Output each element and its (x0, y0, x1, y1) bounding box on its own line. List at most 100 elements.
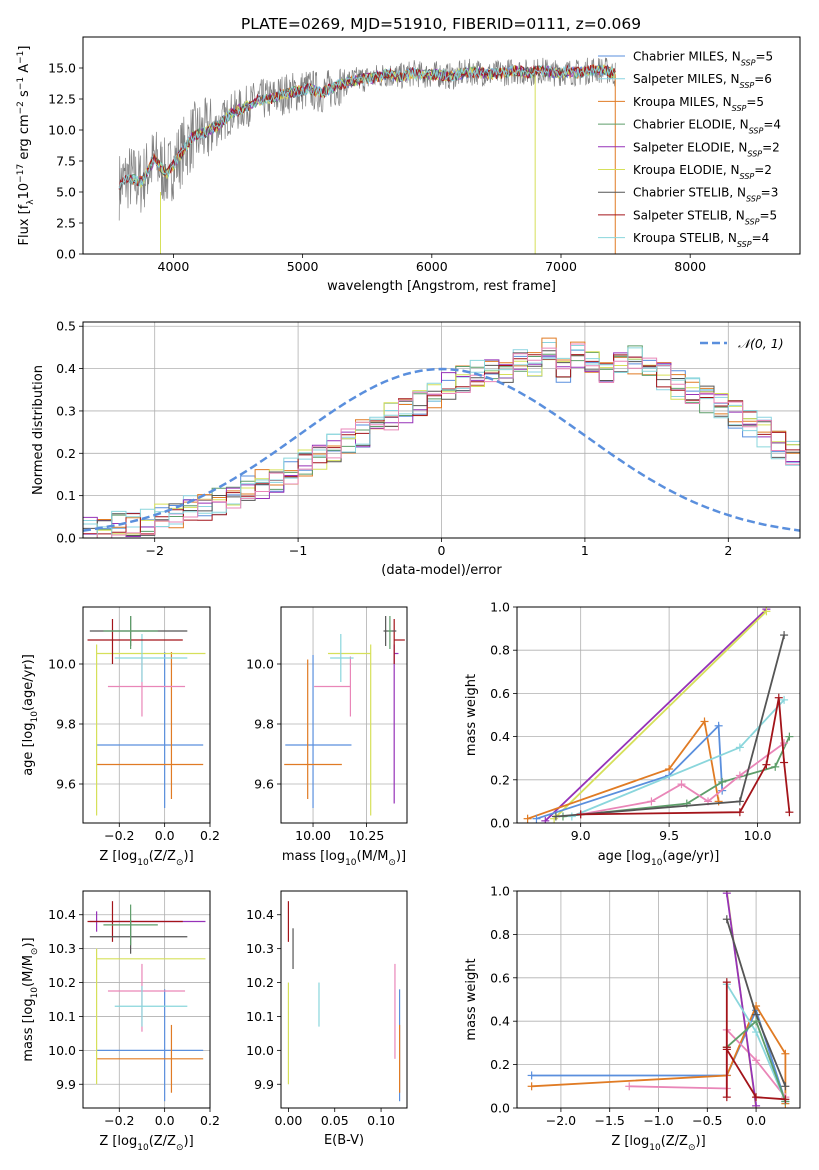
axes-age_vs_mass: 10.00 10.25 9.6 9.8 10.0 mass [log10(M/M⊙)] (246, 606, 408, 868)
x-axis-label: Z [log10(Z/Z⊙)] (99, 1134, 193, 1153)
y-tick-label: 2.5 (56, 216, 76, 231)
x-axis-label: Z [log10(Z/Z⊙)] (611, 1134, 705, 1153)
y-axis-label: Flux [fλ10−17 erg cm−2 s−1 A−1] (16, 46, 36, 246)
histogram-9 (83, 343, 800, 538)
weight-line-2 (527, 719, 720, 820)
axes-weight_vs_Z: −2.0 −1.5 −1.0 −0.5 0.0 0.0 0.2 0.4 0.6 0.8 1.0 Z [… (464, 884, 801, 1153)
frame-age_vs_mass (280, 606, 408, 824)
y-axis-label: Normed distribution (31, 365, 46, 495)
y-tick-label: 9.8 (56, 717, 76, 732)
x-tick-label: −0.5 (692, 1113, 722, 1128)
x-tick-label: 0.05 (321, 1113, 349, 1128)
y-tick-label: 10.2 (48, 975, 76, 990)
y-tick-label: 10.0 (48, 1043, 76, 1058)
series-weight_vs_age (523, 607, 794, 823)
x-tick-label: 10.00 (295, 828, 331, 843)
points-age_vs_Z (87, 616, 206, 816)
points-mass_vs_Z (87, 901, 206, 1102)
y-tick-label: 9.9 (56, 1077, 76, 1092)
x-axis-label: mass [log10(M/M⊙)] (282, 849, 406, 868)
spectrum-lines (118, 57, 616, 254)
y-tick-label: 10.1 (48, 1009, 76, 1024)
y-tick-label: 1.0 (490, 884, 510, 899)
y-tick-label: 10.0 (48, 123, 76, 138)
y-tick-label: 0.6 (490, 970, 510, 985)
y-tick-label: 5.0 (56, 185, 76, 200)
y-tick-label: 10.2 (246, 975, 274, 990)
y-tick-label: 0.4 (490, 729, 510, 744)
legend-label: Kroupa MILES, NSSP=5 (633, 95, 764, 113)
x-tick-label: 0.0 (155, 1113, 175, 1128)
y-axis-label: mass [log10(M/M⊙)] (21, 937, 40, 1061)
frame-mass_vs_Z (82, 890, 211, 1109)
legend-label: Chabrier ELODIE, NSSP=4 (633, 118, 781, 136)
weight-line-8 (725, 982, 786, 1101)
x-tick-label: 10.25 (349, 828, 385, 843)
legend-label: Chabrier STELIB, NSSP=3 (633, 186, 778, 204)
y-tick-label: 0.8 (490, 643, 510, 658)
x-axis-label: (data-model)/error (381, 563, 502, 578)
frame-age_vs_Z (82, 606, 211, 824)
points-age_vs_mass (284, 616, 405, 816)
legend-label: Kroupa ELODIE, NSSP=2 (633, 163, 772, 181)
y-axis-label: age [log10(age/yr)] (21, 654, 40, 776)
y-tick-label: 0.2 (490, 772, 510, 787)
y-tick-label: 0.2 (490, 1057, 510, 1072)
axes-age_vs_Z: −0.2 0.0 0.2 9.6 9.8 10.0 Z [log10(Z/Z⊙)] age [… (21, 606, 220, 868)
x-axis-label: Z [log10(Z/Z⊙)] (99, 849, 193, 868)
figure-title: PLATE=0269, MJD=51910, FIBERID=0111, z=0… (241, 15, 641, 33)
weight-line-6 (580, 742, 785, 816)
x-tick-label: 0.10 (367, 1113, 395, 1128)
legend-label: Salpeter STELIB, NSSP=5 (633, 208, 777, 226)
x-tick-label: 4000 (158, 259, 190, 274)
legend-label: Salpeter ELODIE, NSSP=2 (633, 140, 780, 158)
histograms (83, 337, 800, 538)
x-tick-label: 8000 (674, 259, 706, 274)
normal-curve (83, 367, 800, 532)
x-tick-label: −0.2 (104, 1113, 134, 1128)
y-tick-label: 10.0 (246, 657, 274, 672)
x-tick-label: 7000 (545, 259, 577, 274)
weight-line-4 (725, 893, 757, 1106)
y-tick-label: 0.0 (490, 816, 510, 831)
y-tick-label: 12.5 (48, 92, 76, 107)
x-tick-label: 5000 (287, 259, 319, 274)
y-tick-label: 0.6 (490, 686, 510, 701)
y-tick-label: 15.0 (48, 61, 76, 76)
axes-mass_vs_ebv: 0.00 0.05 0.10 9.9 10.0 10.1 10.2 10.3 10.4 E(B-V… (246, 890, 408, 1148)
x-tick-label: 0.0 (746, 1113, 766, 1128)
x-tick-label: 0 (438, 543, 446, 558)
x-tick-label: −1 (289, 543, 307, 558)
y-tick-label: 9.9 (254, 1077, 274, 1092)
axes-mass_vs_Z: −0.2 0.0 0.2 9.9 10.0 10.1 10.2 10.3 10.4 Z [log1… (21, 890, 220, 1153)
y-tick-label: 10.4 (246, 907, 274, 922)
legend-spectrum: Chabrier MILES, NSSP=5 Salpeter MILES, NS… (598, 50, 781, 249)
axes-residuals: −2 −1 0 1 2 0.0 0.1 0.2 0.3 0.4 0.5 (data-model)/er… (31, 319, 801, 578)
x-tick-label: 2 (724, 543, 732, 558)
y-axis-label: mass weight (464, 674, 479, 756)
legend-residuals: 𝒩(0, 1) (700, 336, 784, 351)
y-tick-label: 0.2 (56, 446, 76, 461)
y-tick-label: 10.0 (48, 657, 76, 672)
legend-label: Salpeter MILES, NSSP=6 (633, 72, 772, 90)
weight-line-8 (580, 697, 791, 816)
y-tick-label: 0.3 (56, 403, 76, 418)
model-spectrum-8 (118, 64, 616, 189)
y-tick-label: 1.0 (490, 600, 510, 615)
histogram-1 (83, 342, 800, 538)
series-weight_vs_Z (527, 891, 790, 1108)
x-tick-label: 0.2 (200, 828, 220, 843)
frame-residuals (82, 321, 801, 539)
y-tick-label: 10.3 (246, 941, 274, 956)
y-tick-label: 0.8 (490, 927, 510, 942)
x-axis-label: E(B-V) (324, 1133, 364, 1148)
y-tick-label: 0.0 (490, 1101, 510, 1116)
x-tick-label: 0.00 (274, 1113, 302, 1128)
legend-label: Chabrier MILES, NSSP=5 (633, 50, 773, 68)
y-tick-label: 7.5 (56, 154, 76, 169)
y-tick-label: 0.0 (56, 247, 76, 262)
legend-label: Kroupa STELIB, NSSP=4 (633, 231, 769, 249)
y-axis-label: mass weight (464, 958, 479, 1040)
x-tick-label: 0.2 (200, 1113, 220, 1128)
